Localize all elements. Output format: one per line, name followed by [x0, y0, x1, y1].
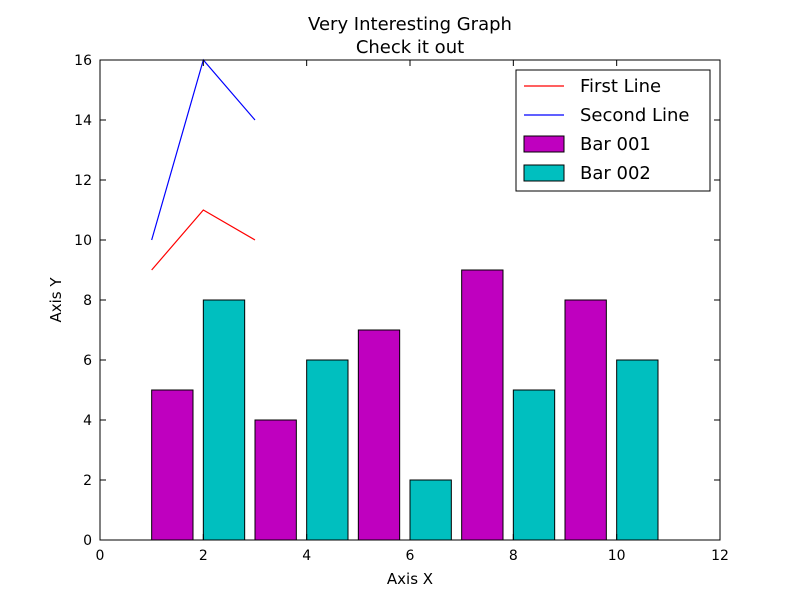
series-line	[151, 58, 256, 241]
bar	[564, 299, 607, 541]
x-tick-label: 10	[608, 548, 626, 564]
y-tick-label: 10	[74, 233, 92, 249]
chart-subtitle: Check it out	[356, 37, 464, 58]
series-line	[151, 209, 256, 271]
legend-bar-swatch	[523, 164, 565, 182]
y-tick-label: 16	[74, 53, 92, 69]
y-tick-label: 12	[74, 173, 92, 189]
plot-area	[151, 58, 659, 541]
x-tick-label: 12	[711, 548, 729, 564]
bar	[512, 389, 556, 541]
legend-label: Bar 001	[580, 134, 651, 155]
x-tick-label: 0	[96, 548, 105, 564]
bar	[151, 389, 194, 541]
bar	[306, 359, 349, 541]
y-tick-label: 2	[83, 473, 92, 489]
y-tick-label: 8	[83, 293, 92, 309]
x-tick-label: 8	[509, 548, 518, 564]
y-tick-label: 4	[83, 413, 92, 429]
bar	[461, 269, 504, 541]
x-axis-label: Axis X	[387, 570, 433, 588]
y-tick-label: 0	[83, 533, 92, 549]
x-tick-label: 4	[302, 548, 311, 564]
bar	[409, 479, 452, 541]
y-tick-label: 14	[74, 113, 92, 129]
chart-title: Very Interesting Graph	[308, 14, 512, 35]
x-tick-label: 6	[406, 548, 415, 564]
axis-ticks: 0 2 4 6 8 10 12 0 2 4 6 8 10 12 14 16	[74, 53, 729, 564]
legend-label: First Line	[580, 76, 661, 97]
legend-bar-swatch	[523, 135, 565, 153]
x-tick-label: 2	[199, 548, 208, 564]
legend-label: Second Line	[580, 105, 689, 126]
bar	[202, 299, 246, 541]
bar	[357, 329, 401, 541]
legend-label: Bar 002	[580, 163, 651, 184]
bar	[254, 419, 297, 541]
legend: First Line Second Line Bar 001 Bar 002	[515, 69, 711, 192]
y-axis-label: Axis Y	[47, 277, 65, 323]
y-tick-label: 6	[83, 353, 92, 369]
bar	[616, 359, 659, 541]
